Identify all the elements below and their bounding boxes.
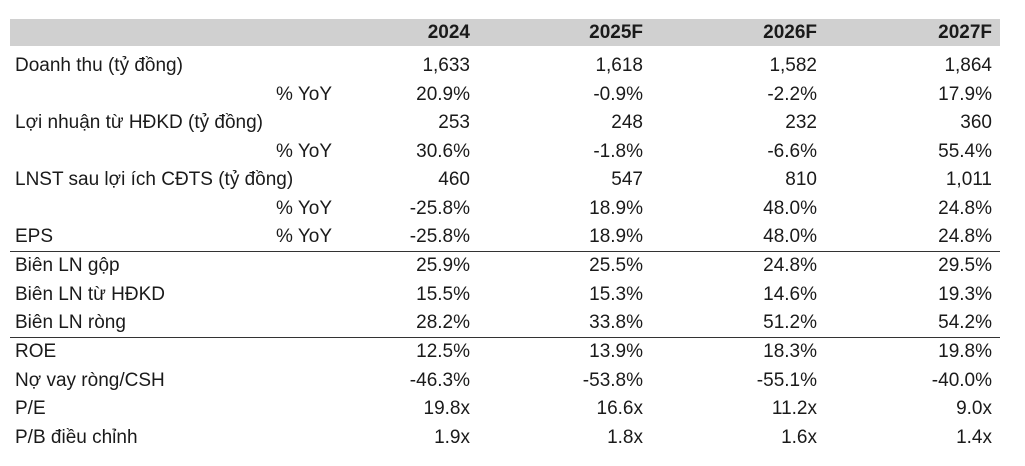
value-2025f: 33.8%	[589, 312, 643, 333]
value-2025f: 1.8x	[607, 426, 643, 448]
value-2024: 460	[438, 169, 470, 190]
value-2027f: 29.5%	[938, 255, 992, 276]
value-2024: 19.8x	[423, 398, 470, 419]
value-2026f: 1.6x	[781, 426, 817, 448]
row-label: Biên LN từ HĐKD	[15, 283, 165, 305]
value-2026f: 1,582	[769, 55, 817, 76]
value-2024: 20.9%	[416, 83, 470, 105]
header-2024: 2024	[427, 22, 470, 43]
table-header-row: 2024 2025F 2026F 2027F	[10, 19, 1000, 47]
value-2026f: 48.0%	[763, 226, 817, 247]
value-2027f: 17.9%	[938, 83, 992, 105]
table-row: Biên LN gộp 25.9% 25.5% 24.8% 29.5%	[10, 252, 1000, 280]
table-row: P/E 19.8x 16.6x 11.2x 9.0x	[10, 395, 1000, 423]
value-2026f: 24.8%	[763, 255, 817, 276]
value-2026f: 51.2%	[763, 312, 817, 333]
value-2027f: 24.8%	[938, 226, 992, 247]
row-label: P/B điều chỉnh	[15, 426, 138, 448]
value-2027f: 1,011	[945, 169, 992, 190]
row-label: ROE	[15, 341, 57, 362]
value-2027f: 19.8%	[938, 341, 992, 362]
header-2027f: 2027F	[938, 22, 992, 43]
value-2025f: -1.8%	[593, 140, 643, 162]
section-divider	[10, 251, 1000, 252]
value-2025f: 25.5%	[589, 255, 643, 276]
value-2025f: 1,618	[595, 55, 643, 76]
header-2025f: 2025F	[589, 22, 643, 43]
value-2025f: 18.9%	[589, 226, 643, 247]
value-2026f: 18.3%	[763, 341, 817, 362]
value-2027f: 24.8%	[938, 197, 992, 219]
value-2026f: -6.6%	[767, 140, 817, 162]
row-label: Biên LN gộp	[15, 255, 120, 276]
value-2025f: 16.6x	[596, 398, 643, 419]
value-2026f: 14.6%	[763, 283, 817, 305]
row-label: LNST sau lợi ích CĐTS (tỷ đồng)	[15, 169, 294, 190]
value-2024: 1,633	[422, 55, 470, 76]
table-row: Biên LN ròng 28.2% 33.8% 51.2% 54.2%	[10, 309, 1000, 337]
table-row: LNST sau lợi ích CĐTS (tỷ đồng) 460 547 …	[10, 166, 1000, 194]
value-2025f: 15.3%	[589, 283, 643, 305]
value-2024: 253	[438, 112, 470, 133]
value-2027f: -40.0%	[931, 369, 992, 391]
table-row: Doanh thu (tỷ đồng) 1,633 1,618 1,582 1,…	[10, 52, 1000, 80]
table-row: % YoY 20.9% -0.9% -2.2% 17.9%	[10, 81, 1000, 109]
value-2024: 15.5%	[416, 283, 470, 305]
value-2024: -25.8%	[409, 226, 470, 247]
row-sublabel: % YoY	[276, 197, 332, 219]
value-2024: 1.9x	[434, 426, 470, 448]
table-row: EPS % YoY -25.8% 18.9% 48.0% 24.8%	[10, 223, 1000, 251]
table-row: ROE 12.5% 13.9% 18.3% 19.8%	[10, 338, 1000, 366]
value-2025f: 547	[611, 169, 643, 190]
section-divider	[10, 337, 1000, 338]
value-2025f: -53.8%	[582, 369, 643, 391]
value-2026f: -55.1%	[756, 369, 817, 391]
value-2024: 28.2%	[416, 312, 470, 333]
table-row: P/B điều chỉnh 1.9x 1.8x 1.6x 1.4x	[10, 424, 1000, 452]
value-2026f: 48.0%	[763, 197, 817, 219]
value-2027f: 1,864	[944, 55, 992, 76]
row-sublabel: % YoY	[276, 83, 332, 105]
value-2027f: 9.0x	[956, 398, 992, 419]
value-2027f: 19.3%	[938, 283, 992, 305]
row-label: Doanh thu (tỷ đồng)	[15, 55, 183, 76]
header-2026f: 2026F	[763, 22, 817, 43]
value-2026f: 232	[785, 112, 817, 133]
row-label: EPS	[15, 226, 54, 247]
value-2026f: -2.2%	[767, 83, 817, 105]
table-row: Lợi nhuận từ HĐKD (tỷ đồng) 253 248 232 …	[10, 109, 1000, 137]
table-row: Nợ vay ròng/CSH -46.3% -53.8% -55.1% -40…	[10, 367, 1000, 395]
value-2027f: 360	[960, 112, 992, 133]
table-row: % YoY -25.8% 18.9% 48.0% 24.8%	[10, 195, 1000, 223]
value-2024: 30.6%	[416, 140, 470, 162]
value-2024: -46.3%	[409, 369, 470, 391]
row-label: Lợi nhuận từ HĐKD (tỷ đồng)	[15, 112, 264, 133]
table-row: Biên LN từ HĐKD 15.5% 15.3% 14.6% 19.3%	[10, 281, 1000, 309]
value-2024: -25.8%	[409, 197, 470, 219]
value-2027f: 1.4x	[956, 426, 992, 448]
value-2024: 25.9%	[416, 255, 470, 276]
row-label: Biên LN ròng	[15, 312, 126, 333]
table-row: % YoY 30.6% -1.8% -6.6% 55.4%	[10, 138, 1000, 166]
value-2026f: 11.2x	[771, 398, 817, 419]
row-label: Nợ vay ròng/CSH	[15, 369, 165, 391]
value-2025f: -0.9%	[593, 83, 643, 105]
value-2025f: 13.9%	[589, 341, 643, 362]
row-sublabel: % YoY	[276, 140, 332, 162]
value-2025f: 18.9%	[589, 197, 643, 219]
value-2025f: 248	[611, 112, 643, 133]
value-2027f: 55.4%	[938, 140, 992, 162]
value-2024: 12.5%	[416, 341, 470, 362]
value-2026f: 810	[785, 169, 817, 190]
row-sublabel: % YoY	[276, 226, 332, 247]
row-label: P/E	[15, 398, 46, 419]
value-2027f: 54.2%	[938, 312, 992, 333]
table-header-band	[10, 19, 1000, 46]
